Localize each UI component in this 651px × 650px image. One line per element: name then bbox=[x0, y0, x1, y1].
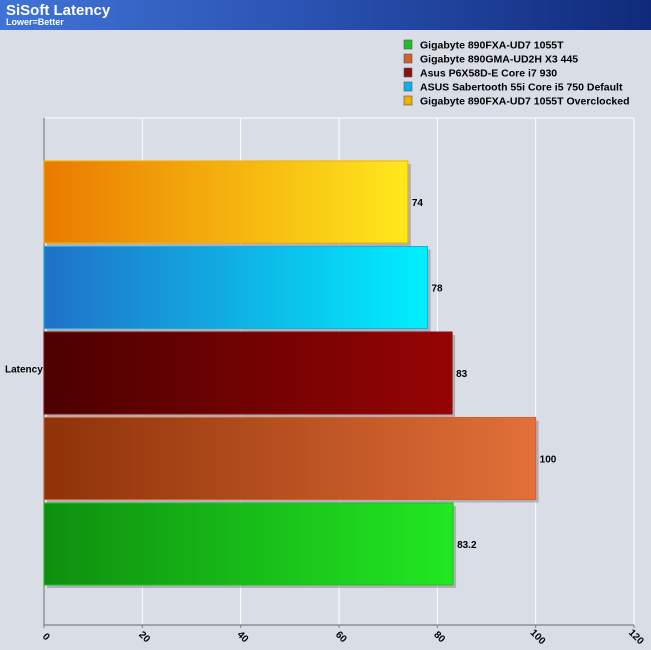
legend-swatch bbox=[403, 39, 413, 50]
legend-entry: Gigabyte 890FXA-UD7 1055T bbox=[420, 40, 564, 52]
bar bbox=[43, 246, 428, 329]
bar bbox=[43, 417, 537, 500]
chart-subtitle: Lower=Better bbox=[6, 17, 64, 27]
legend-entry: Gigabyte 890FXA-UD7 1055T Overclocked bbox=[420, 96, 630, 108]
x-tick-label: 0 bbox=[40, 631, 52, 643]
bar bbox=[43, 502, 454, 586]
data-label: 83 bbox=[456, 369, 468, 380]
x-tick-label: 80 bbox=[431, 629, 447, 645]
legend-entry: ASUS Sabertooth 55i Core i5 750 Default bbox=[420, 82, 623, 94]
legend-swatch bbox=[403, 81, 413, 92]
x-tick-label: 40 bbox=[235, 629, 251, 645]
legend-swatch bbox=[403, 67, 413, 78]
x-tick-label: 60 bbox=[333, 629, 349, 645]
x-tick-label: 120 bbox=[626, 627, 646, 647]
chart-header: SiSoft Latency Lower=Better bbox=[0, 0, 651, 30]
bar bbox=[43, 160, 409, 244]
data-label: 74 bbox=[412, 198, 424, 209]
bar bbox=[43, 331, 453, 415]
x-tick-label: 100 bbox=[528, 627, 548, 647]
x-tick-label: 20 bbox=[136, 629, 152, 645]
chart-title: SiSoft Latency bbox=[6, 2, 111, 19]
legend-swatch bbox=[403, 53, 413, 64]
category-label: Latency bbox=[5, 365, 43, 376]
legend: Gigabyte 890FXA-UD7 1055T Gigabyte 890GMA… bbox=[403, 39, 630, 108]
legend-entry: Asus P6X58D-E Core i7 930 bbox=[420, 68, 557, 80]
legend-entry: Gigabyte 890GMA-UD2H X3 445 bbox=[420, 54, 578, 66]
data-label: 83.2 bbox=[457, 540, 477, 551]
plot-area: 83.2 100 83 78 74 Latency 0 20 40 60 80 100 120 bbox=[5, 117, 646, 647]
data-label: 78 bbox=[432, 284, 444, 295]
data-label: 100 bbox=[540, 455, 557, 466]
legend-swatch bbox=[403, 95, 413, 106]
